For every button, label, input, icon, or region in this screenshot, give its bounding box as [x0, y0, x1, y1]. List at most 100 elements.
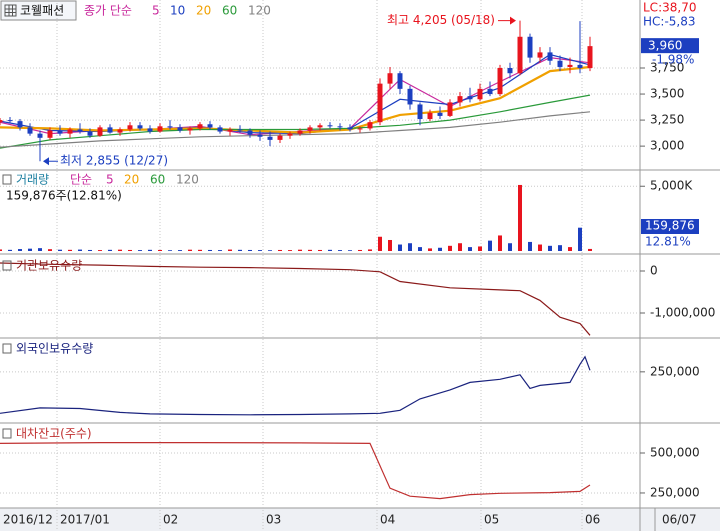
volume-bar: [8, 249, 12, 251]
candle-body: [287, 133, 293, 136]
info-label: HC:-5,83: [643, 15, 696, 29]
candle-body: [187, 128, 193, 131]
panel-title: 외국인보유수량: [16, 342, 93, 356]
y-tick-label: 250,000: [650, 485, 700, 499]
date-label: 03: [266, 513, 281, 527]
volume-bar: [518, 184, 522, 251]
grid-icon[interactable]: [4, 4, 17, 17]
volume-bar: [408, 243, 412, 251]
panel-icon: [2, 260, 12, 271]
candle-body: [567, 64, 573, 67]
candle-body: [417, 104, 423, 120]
candle-body: [407, 88, 413, 105]
volume-bar: [328, 249, 332, 251]
volume-bar: [18, 249, 22, 251]
candle-body: [177, 127, 183, 131]
last-volume-box: [641, 219, 699, 234]
volume-bar: [178, 250, 182, 251]
legend-entry: 60: [222, 4, 237, 18]
volume-bar: [458, 243, 462, 251]
candle-body: [97, 127, 103, 136]
grid-icon-lines: [5, 5, 16, 16]
volume-bar: [538, 244, 542, 251]
volume-bar: [248, 249, 252, 251]
panel-icon: [2, 428, 12, 439]
annotation: 최저 2,855 (12/27): [60, 154, 168, 168]
y-tick-label: 3,500: [650, 87, 684, 101]
candle-body: [307, 127, 313, 131]
volume-bar: [578, 227, 582, 251]
data-line: [0, 442, 591, 500]
date-label: 02: [163, 513, 178, 527]
volume-bar: [98, 250, 102, 251]
candle-body: [357, 128, 363, 130]
volume-bar: [68, 249, 72, 251]
panel-icon: [2, 174, 12, 185]
legend-entry: 10: [170, 4, 185, 18]
panel-title: 대차잔고(주수): [16, 427, 92, 441]
volume-bar: [418, 247, 422, 251]
candle-body: [297, 130, 303, 134]
volume-bar: [158, 249, 162, 251]
volume-bar: [298, 249, 302, 251]
volume-bar: [138, 250, 142, 251]
volume-bar: [268, 250, 272, 251]
candle-body: [507, 68, 513, 74]
legend-entry: 20: [124, 173, 139, 187]
candle-body: [427, 112, 433, 120]
date-label: 2016/12: [3, 513, 53, 527]
candle-body: [487, 88, 493, 95]
candle-body: [67, 129, 73, 134]
candle-body: [207, 124, 213, 128]
candle-body: [77, 129, 83, 132]
candle-body: [157, 126, 163, 132]
volume-bar: [498, 235, 502, 251]
date-label: 05: [484, 513, 499, 527]
volume-bar: [478, 246, 482, 251]
volume-bar: [218, 250, 222, 251]
legend-entry: 5: [106, 173, 114, 187]
volume-bar: [228, 249, 232, 251]
data-line: [0, 355, 591, 416]
candle-body: [577, 64, 583, 69]
candle-body: [527, 36, 533, 58]
candle-body: [277, 135, 283, 140]
candle-body: [457, 96, 463, 103]
info-label: LC:38,70: [643, 1, 696, 15]
legend-entry: 60: [150, 173, 165, 187]
volume-bar: [278, 249, 282, 251]
date-label: 06: [585, 513, 600, 527]
annotation: 최고 4,205 (05/18): [387, 13, 495, 27]
candle-body: [117, 129, 123, 133]
volume-bar: [438, 247, 442, 251]
volume-bar: [128, 249, 132, 251]
panel-subtitle: 단순: [70, 173, 92, 187]
volume-bar: [198, 249, 202, 251]
panel-icon: [2, 343, 12, 354]
candle-body: [437, 112, 443, 116]
volume-bar: [0, 249, 2, 251]
panel-title: 기관보유수량: [16, 259, 82, 273]
volume-bar: [208, 249, 212, 251]
candle-body: [197, 124, 203, 129]
volume-bar: [568, 247, 572, 251]
candle-body: [447, 102, 453, 116]
volume-bar: [428, 248, 432, 251]
legend-entry: 120: [248, 4, 271, 18]
volume-bar: [338, 250, 342, 251]
volume-bar: [378, 236, 382, 251]
volume-bar: [288, 250, 292, 251]
volume-bar: [88, 249, 92, 251]
candle-body: [397, 73, 403, 89]
volume-bar: [168, 250, 172, 251]
candle-body: [107, 127, 113, 133]
volume-bar: [238, 249, 242, 251]
volume-bar: [548, 245, 552, 251]
last-price: 3,960: [648, 39, 682, 53]
candle-body: [347, 127, 353, 130]
candle-body: [537, 52, 543, 58]
y-tick-label: 250,000: [650, 364, 700, 378]
y-tick-label: 0: [650, 263, 658, 277]
